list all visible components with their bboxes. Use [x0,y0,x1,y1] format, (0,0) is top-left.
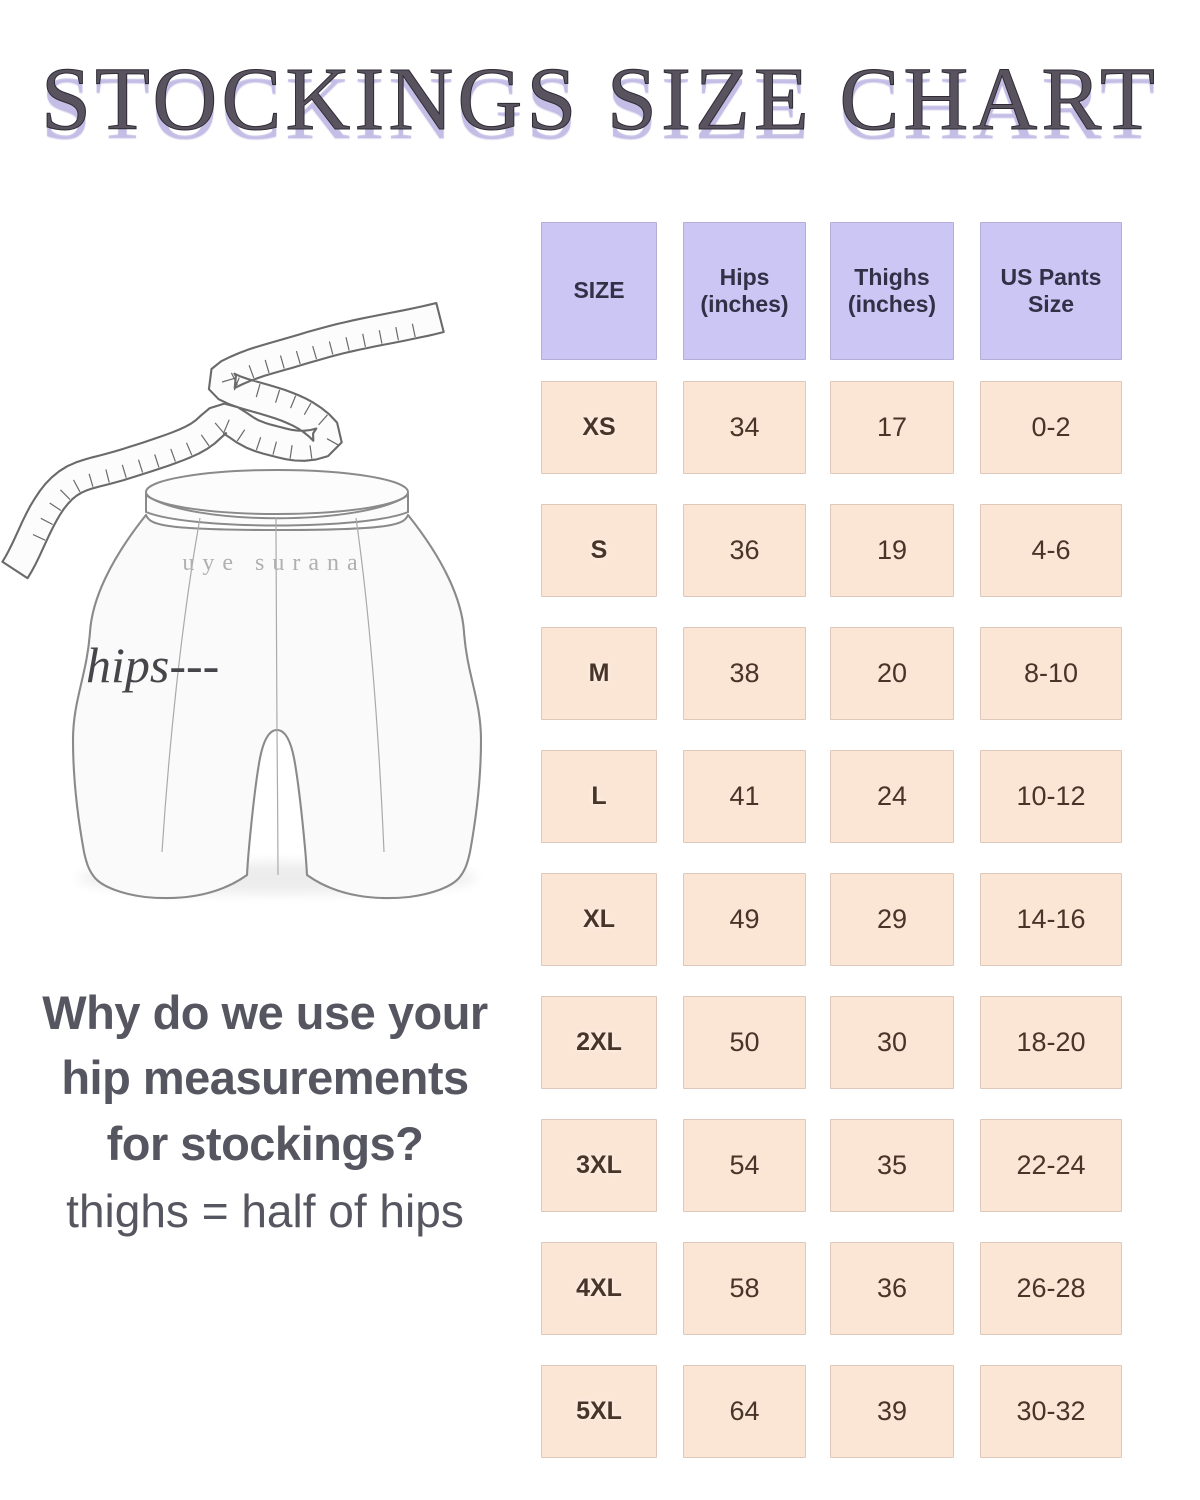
svg-text:hips---: hips--- [86,637,219,693]
svg-text:uye surana: uye surana [182,550,365,576]
